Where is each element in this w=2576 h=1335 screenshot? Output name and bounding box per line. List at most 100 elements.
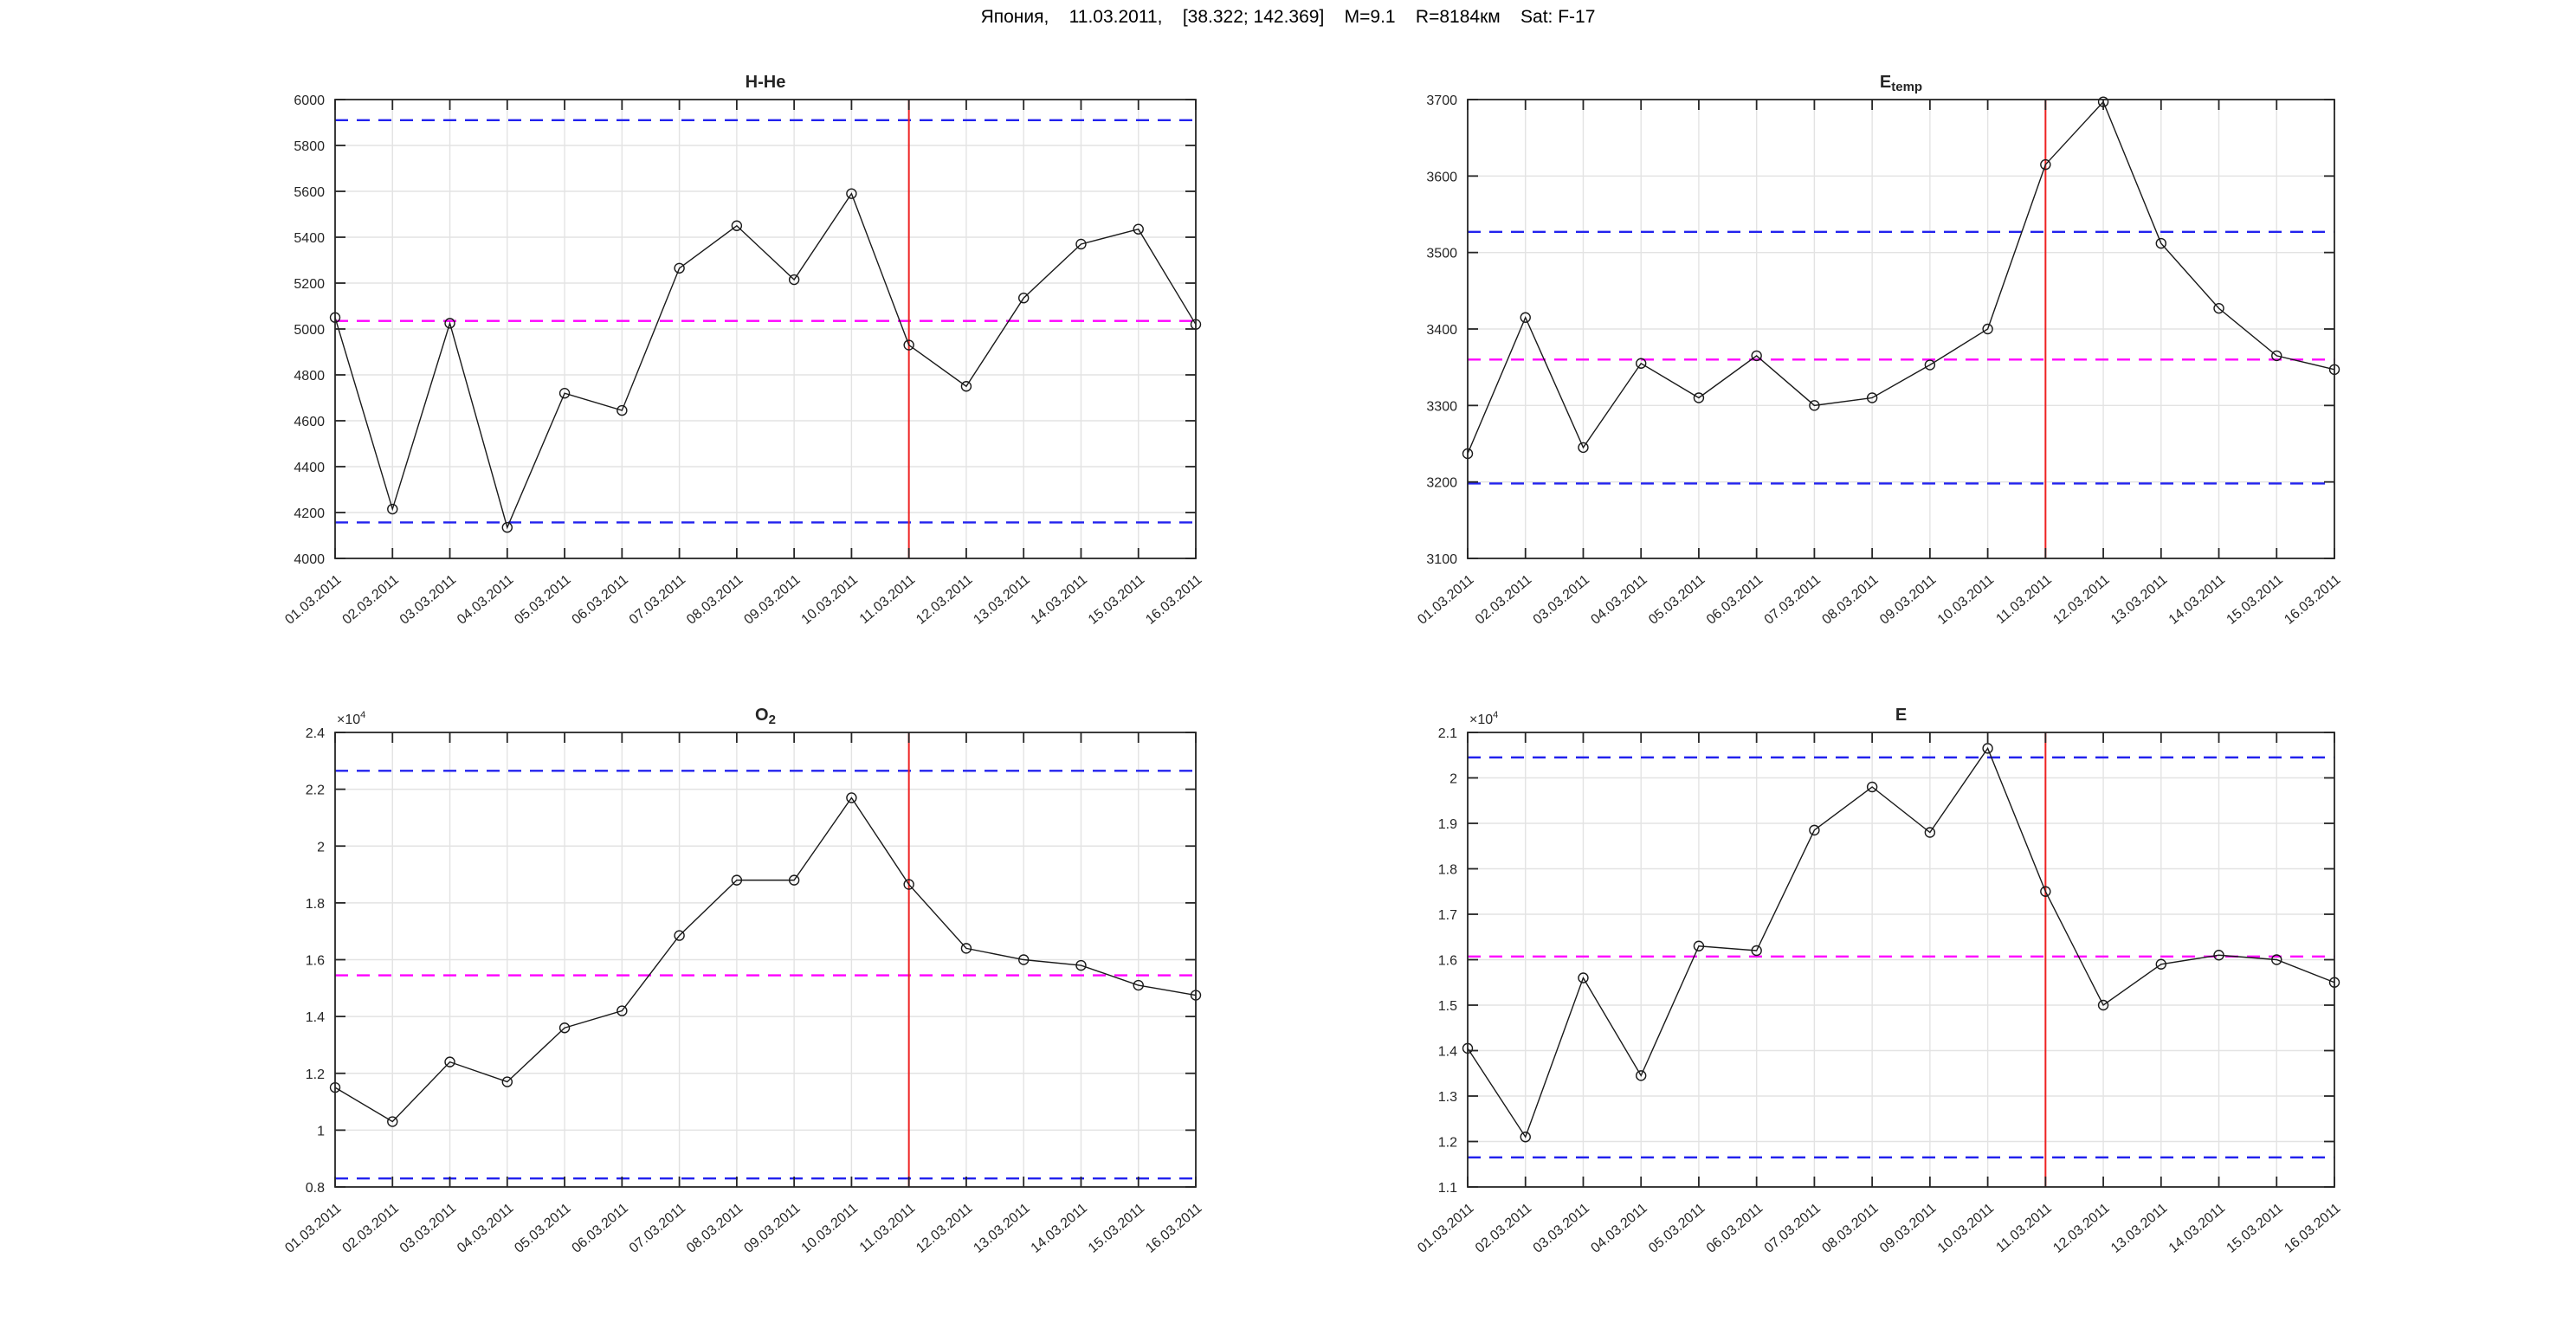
x-tick-label: 06.03.2011: [570, 1201, 631, 1256]
data-point-marker: [387, 503, 398, 515]
x-tick-label: 15.03.2011: [1086, 572, 1147, 628]
x-tick-label: 08.03.2011: [1819, 572, 1881, 628]
y-tick-label: 1.3: [1438, 1090, 1457, 1105]
x-tick-label: 01.03.2011: [1415, 572, 1476, 628]
y-tick-label: 1.8: [306, 897, 325, 912]
x-tick-label: 05.03.2011: [1646, 1201, 1708, 1256]
chart-e: 1.1 1.2 1.3 1.4 1.5 1.6 1.7 1.8 1.9 2 2.1 01.03.201…: [1415, 706, 2343, 1256]
x-tick-label: 13.03.2011: [2108, 1201, 2170, 1256]
data-point-marker: [2097, 999, 2109, 1011]
x-tick-label: 12.03.2011: [2050, 572, 2112, 628]
x-tick-label: 03.03.2011: [1531, 572, 1592, 628]
y-tick-label: 0.8: [306, 1181, 325, 1196]
x-tick-label: 01.03.2011: [282, 572, 344, 628]
y-tick-label: 1: [317, 1124, 325, 1138]
tick-marks: [334, 732, 1197, 1188]
x-tick-label: 11.03.2011: [857, 572, 919, 627]
y-tick-label: 5200: [294, 277, 325, 292]
x-tick-label: 08.03.2011: [1819, 1201, 1881, 1256]
x-tick-label: 02.03.2011: [1473, 1201, 1534, 1256]
data-point-marker: [1809, 824, 1820, 836]
x-tick-label: 13.03.2011: [971, 572, 1032, 628]
y-tick-label: 3200: [1426, 476, 1457, 491]
x-tick-label: 04.03.2011: [455, 1201, 516, 1256]
y-tick-label: 3700: [1426, 94, 1457, 108]
x-tick-label: 14.03.2011: [2166, 1201, 2228, 1256]
x-tick-label: 12.03.2011: [914, 1201, 975, 1256]
series-line: [334, 796, 1197, 1123]
x-tick-label: 15.03.2011: [2224, 572, 2285, 628]
x-tick-label: 15.03.2011: [1086, 1201, 1147, 1256]
x-tick-label: 13.03.2011: [2108, 572, 2170, 628]
x-tick-label: 10.03.2011: [799, 1201, 861, 1256]
x-tick-label: 14.03.2011: [2166, 572, 2228, 628]
y-tick-label: 1.9: [1438, 817, 1457, 832]
series-line: [1467, 746, 2335, 1138]
x-tick-label: 07.03.2011: [1762, 1201, 1824, 1256]
series-line: [1467, 100, 2335, 455]
x-tick-label: 10.03.2011: [1935, 1201, 1997, 1256]
y-tick-label: 5800: [294, 139, 325, 154]
x-tick-label: 03.03.2011: [397, 572, 459, 628]
data-point-markers: [329, 188, 1202, 533]
x-tick-label: 07.03.2011: [627, 572, 688, 628]
data-point-marker: [1866, 781, 1878, 793]
chart-o2: 0.8 1 1.2 1.4 1.6 1.8 2 2.2 2.4 01.03.201102.03.2…: [282, 706, 1204, 1256]
y-tick-label: 1.2: [306, 1067, 325, 1082]
x-tick-label: 16.03.2011: [2282, 572, 2343, 628]
data-point-marker: [1866, 392, 1878, 403]
data-point-markers: [1462, 96, 2340, 460]
x-tick-label: 15.03.2011: [2224, 1201, 2285, 1256]
grid: [1468, 732, 2334, 1187]
y-tick-label: 4000: [294, 552, 325, 567]
data-point-marker: [501, 522, 513, 533]
y-tick-label: 1.4: [1438, 1045, 1457, 1060]
chart-title: E: [1895, 706, 1907, 725]
data-point-marker: [1751, 350, 1762, 362]
data-point-marker: [1017, 293, 1030, 304]
y-tick-labels: 0.8 1 1.2 1.4 1.6 1.8 2 2.2 2.4: [306, 726, 325, 1196]
data-point-marker: [788, 874, 800, 886]
data-point-marker: [1133, 223, 1144, 235]
x-tick-labels: 01.03.201102.03.201103.03.201104.03.2011…: [282, 1201, 1204, 1256]
data-point-marker: [1982, 323, 1993, 335]
x-tick-label: 10.03.2011: [1935, 572, 1997, 628]
y-tick-label: 1.4: [306, 1010, 325, 1025]
y-tick-label: 1.6: [306, 954, 325, 969]
data-point-marker: [2271, 954, 2282, 965]
x-tick-label: 12.03.2011: [914, 572, 975, 628]
data-point-marker: [444, 318, 455, 329]
x-tick-label: 09.03.2011: [1877, 572, 1939, 628]
y-tick-label: 1.7: [1438, 908, 1457, 923]
x-tick-label: 13.03.2011: [971, 1201, 1032, 1256]
x-tick-label: 09.03.2011: [741, 572, 803, 628]
y-axis-multiplier: ×104: [1469, 710, 1498, 727]
y-tick-label: 1.5: [1438, 999, 1457, 1014]
data-point-marker: [960, 381, 972, 392]
tick-marks: [1467, 99, 2335, 559]
data-point-marker: [674, 262, 685, 274]
data-point-marker: [617, 404, 628, 416]
chart-e-temp: 3100 3200 3300 3400 3500 3600 3700 01.03.201102…: [1415, 73, 2343, 628]
x-tick-labels: 01.03.201102.03.201103.03.201104.03.2011…: [1415, 1201, 2343, 1256]
data-point-marker: [2155, 237, 2167, 249]
data-point-marker: [1693, 940, 1705, 951]
data-point-marker: [387, 1116, 398, 1127]
data-point-marker: [731, 874, 743, 886]
chart-h-he: 4000 4200 4400 4600 4800 5000 5200 5400 5600 5800…: [282, 73, 1204, 628]
y-tick-label: 3600: [1426, 170, 1457, 184]
y-tick-label: 2: [317, 840, 325, 855]
data-point-marker: [444, 1056, 455, 1067]
x-tick-label: 05.03.2011: [512, 572, 573, 628]
y-tick-label: 4200: [294, 506, 325, 521]
y-tick-label: 1.6: [1438, 954, 1457, 969]
data-point-marker: [846, 188, 857, 199]
y-tick-label: 2.4: [306, 726, 325, 741]
y-tick-labels: 1.1 1.2 1.3 1.4 1.5 1.6 1.7 1.8 1.9 2 2.1: [1438, 726, 1457, 1196]
data-point-marker: [1635, 358, 1647, 369]
y-tick-label: 3100: [1426, 552, 1457, 567]
y-tick-labels: 3100 3200 3300 3400 3500 3600 3700: [1426, 94, 1457, 567]
data-point-marker: [1751, 945, 1762, 957]
data-point-marker: [1075, 959, 1087, 971]
figure-title: Япония, 11.03.2011, [38.322; 142.369] M=…: [980, 7, 1596, 27]
